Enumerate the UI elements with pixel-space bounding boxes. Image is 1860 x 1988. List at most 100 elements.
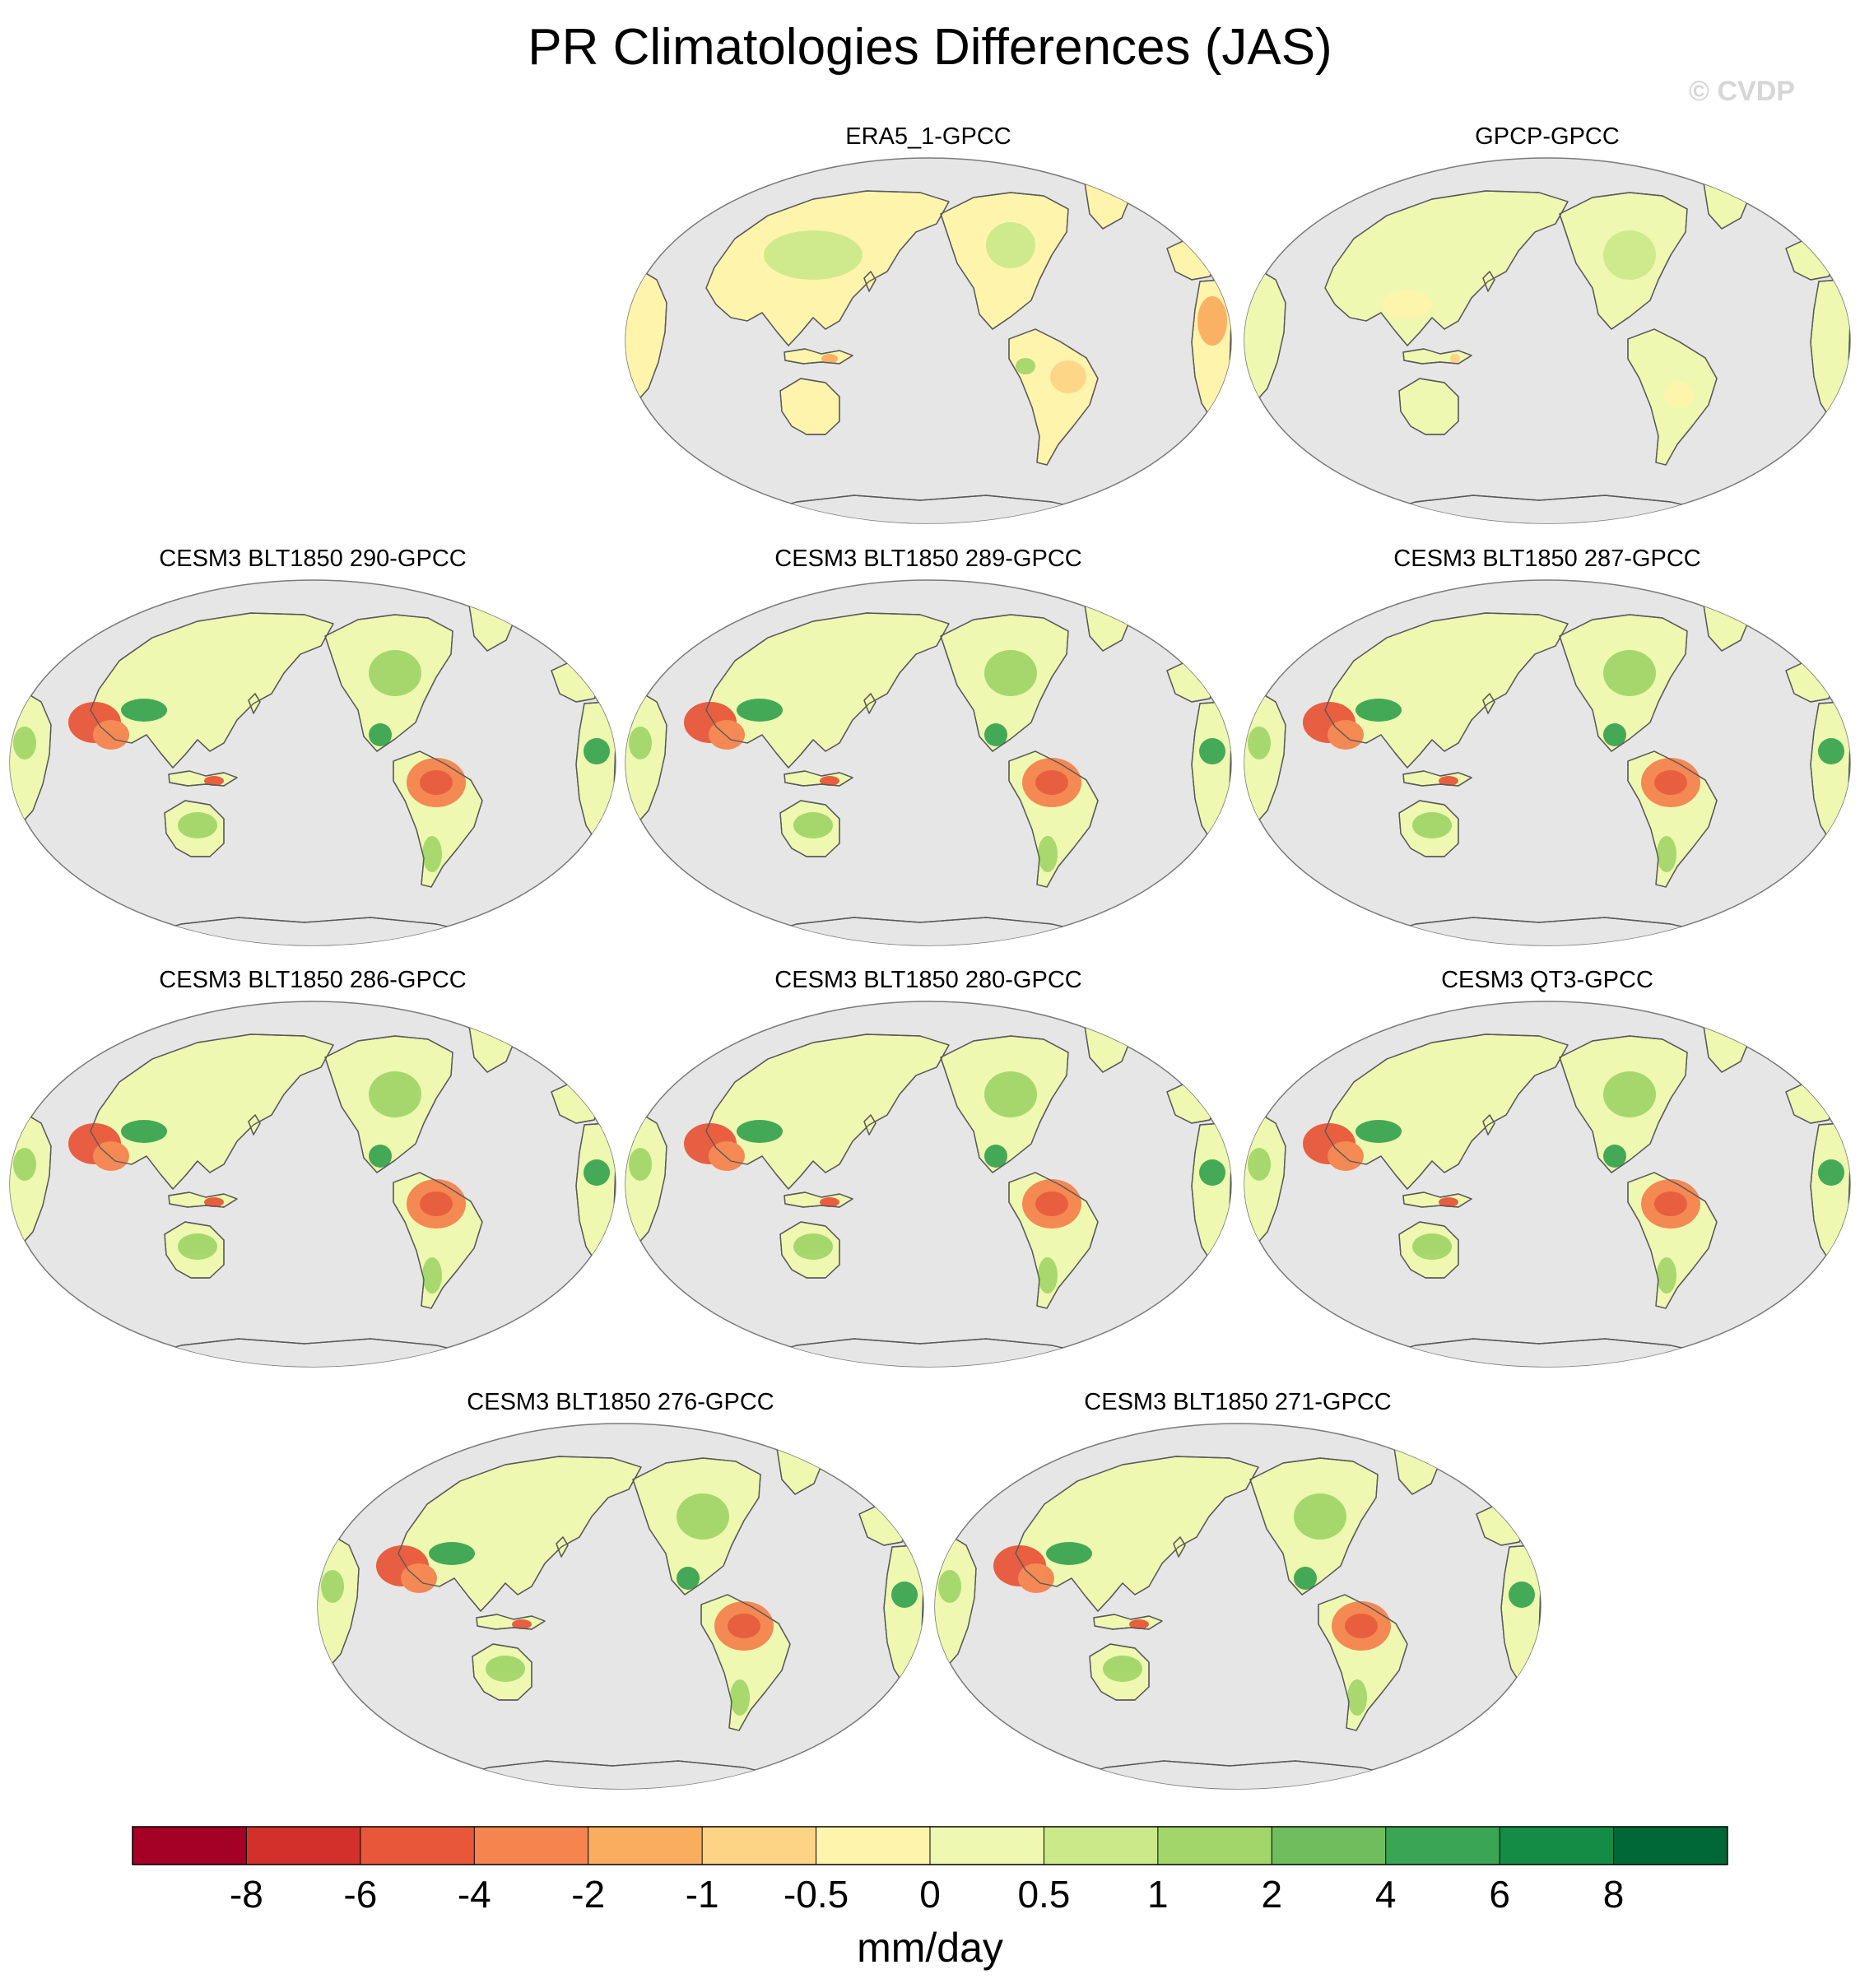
anomaly-blob xyxy=(369,723,392,746)
anomaly-blob xyxy=(1328,720,1364,750)
anomaly-blob xyxy=(401,1563,437,1593)
coastline-samerica xyxy=(1318,1594,1408,1731)
anomaly-blob xyxy=(1038,1257,1058,1294)
anomaly-blob xyxy=(1818,1159,1844,1186)
anomaly-blob xyxy=(93,720,129,750)
coastline-antarctica xyxy=(430,1760,811,1789)
coastline-antarctica xyxy=(123,917,503,945)
anomaly-blob xyxy=(677,1567,700,1590)
anomaly-blob xyxy=(1657,1257,1676,1294)
anomaly-blob xyxy=(1509,1582,1535,1608)
anomaly-blob xyxy=(891,1582,918,1608)
anomaly-blob xyxy=(709,1141,745,1171)
coastline-japan xyxy=(1173,1536,1186,1558)
anomaly-blob xyxy=(1355,1120,1402,1143)
anomaly-blob xyxy=(1603,650,1656,696)
anomaly-blob xyxy=(1654,1191,1687,1216)
coastline-samerica xyxy=(1627,1172,1718,1309)
coastline-namerica xyxy=(940,1035,1069,1173)
anomaly-blob xyxy=(984,1145,1007,1168)
anomaly-blob xyxy=(1035,1191,1068,1216)
coastline-indonesia xyxy=(1402,348,1472,365)
anomaly-blob xyxy=(1412,812,1452,838)
coastline-antarctica xyxy=(1357,495,1737,523)
coastline-antarctica xyxy=(1357,917,1737,945)
coastlines xyxy=(625,1022,1231,1367)
map-svg xyxy=(9,1001,616,1368)
coastline-namerica xyxy=(1559,1035,1688,1173)
coastline-namerica xyxy=(1559,192,1688,330)
anomaly-blob xyxy=(1016,358,1035,374)
anomaly-blob xyxy=(1199,1159,1225,1186)
coastline-namerica xyxy=(1249,1457,1379,1596)
coastline-indonesia xyxy=(784,770,853,787)
panel-title: GPCP-GPCC xyxy=(1475,123,1620,150)
map-svg xyxy=(1244,157,1851,524)
colorbar: -8 -6 -4 -2 -1 -0.5 0 0.5 1 2 4 6 8 mm/day xyxy=(0,1818,1860,1983)
coastline-indonesia xyxy=(784,1191,853,1208)
panel-title: CESM3 BLT1850 280-GPCC xyxy=(774,967,1082,993)
anomaly-blob xyxy=(1050,360,1086,393)
coastline-antarctica xyxy=(1048,1760,1428,1789)
coastline-antarctica xyxy=(738,1338,1118,1367)
anomaly-blob xyxy=(1046,1542,1092,1565)
coastline-samerica xyxy=(700,1594,791,1731)
colorbar-tick-label: 2 xyxy=(1261,1873,1282,1916)
anomaly-blob xyxy=(178,812,217,838)
coastlines xyxy=(10,601,616,945)
anomaly-blob xyxy=(13,1148,36,1181)
coastline-asia xyxy=(1324,1033,1569,1190)
colorbar-tick-label: -8 xyxy=(230,1873,263,1916)
panel-title: CESM3 BLT1850 290-GPCC xyxy=(159,546,467,572)
coastline-japan xyxy=(863,1114,877,1136)
colorbar-tick-label: -4 xyxy=(458,1873,491,1916)
anomaly-blob xyxy=(1603,230,1656,280)
coastline-japan xyxy=(556,1536,569,1558)
coastline-japan xyxy=(863,693,877,714)
coastline-indonesia xyxy=(1402,770,1472,787)
coastline-asia xyxy=(90,1033,334,1190)
anomaly-blob xyxy=(369,1071,421,1117)
coastline-antarctica xyxy=(738,917,1118,945)
colorbar-tick-label: 0 xyxy=(919,1873,941,1916)
coastline-asia xyxy=(398,1456,642,1612)
anomaly-blob xyxy=(709,720,745,750)
anomaly-blob xyxy=(1248,1148,1271,1181)
colorbar-box xyxy=(702,1827,817,1865)
anomaly-blob xyxy=(1355,699,1402,722)
coastline-namerica xyxy=(1559,614,1688,752)
map-panel: CESM3 BLT1850 289-GPCC xyxy=(624,546,1233,950)
coastline-asia xyxy=(705,612,950,769)
anomaly-blob xyxy=(369,1145,392,1168)
coastline-asia xyxy=(90,612,334,769)
coastline-samerica xyxy=(1008,1172,1099,1309)
map-svg xyxy=(9,579,616,946)
anomaly-blob xyxy=(1197,296,1227,346)
anomaly-blob xyxy=(13,727,36,759)
coastline-asia xyxy=(1324,612,1569,769)
map-panel: CESM3 BLT1850 290-GPCC xyxy=(8,546,617,950)
colorbar-box xyxy=(1157,1827,1272,1865)
panel-title: CESM3 BLT1850 287-GPCC xyxy=(1393,546,1701,572)
anomaly-blob xyxy=(1657,836,1676,872)
colorbar-box xyxy=(360,1827,475,1865)
coastline-namerica xyxy=(632,1457,761,1596)
anomaly-blob xyxy=(984,723,1007,746)
coastline-samerica xyxy=(393,1172,483,1309)
anomaly-blob xyxy=(1328,1141,1364,1171)
colorbar-tick-label: -6 xyxy=(343,1873,377,1916)
coastline-japan xyxy=(248,693,261,714)
anomaly-blob xyxy=(1603,723,1626,746)
anomaly-blob xyxy=(984,650,1037,696)
anomaly-blob xyxy=(728,1614,760,1638)
coastline-asia xyxy=(1324,190,1569,346)
coastline-australia xyxy=(472,1643,532,1701)
coastline-australia xyxy=(1398,1221,1459,1279)
cvdp-watermark: © CVDP xyxy=(1689,76,1795,107)
anomaly-blob xyxy=(793,1233,833,1260)
anomaly-blob xyxy=(584,1159,610,1186)
anomaly-blob xyxy=(821,354,838,364)
anomaly-layer xyxy=(938,1493,1535,1716)
coastline-japan xyxy=(863,271,877,292)
anomaly-blob xyxy=(764,230,863,280)
